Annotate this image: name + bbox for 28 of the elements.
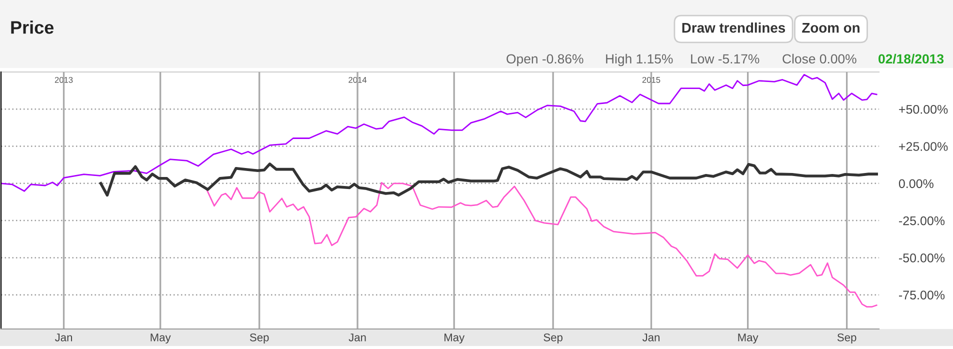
x-tick-label: May — [150, 334, 171, 344]
x2-tick-label: 2014 — [348, 76, 367, 83]
text: 02/18/2013 — [878, 54, 944, 64]
line-series — [99, 162, 878, 197]
text: Low -5.17% — [691, 54, 760, 64]
y-tick-label: 0.00% — [898, 179, 934, 188]
x-tick-label: Sep — [544, 333, 562, 344]
x2-tick-label: 2013 — [54, 76, 73, 83]
text: Close 0.00% — [782, 54, 856, 64]
x-tick-label: May — [444, 334, 465, 344]
chart-title: Price — [11, 20, 54, 34]
y-tick-label: -25.00% — [899, 216, 945, 226]
text: Zoom on — [802, 23, 860, 33]
x-tick-label: May — [738, 334, 758, 344]
y-tick-label: +25.00% — [899, 142, 948, 151]
text: Open -0.86% — [506, 54, 584, 66]
x-tick-label: Sep — [250, 333, 269, 344]
line-series — [1, 74, 878, 192]
x-tick-label: Jan — [54, 334, 72, 342]
y-tick-label: -75.00% — [899, 290, 945, 300]
text: Draw trendlines — [682, 22, 786, 33]
x-tick-label: Jan — [348, 334, 366, 342]
y-tick-label: +50.00% — [899, 104, 948, 114]
x2-tick-label: 2015 — [642, 76, 660, 83]
x-tick-label: Sep — [837, 333, 856, 344]
y-tick-label: -50.00% — [899, 253, 945, 262]
text: High 1.15% — [606, 54, 673, 66]
x-tick-label: Jan — [642, 334, 660, 342]
